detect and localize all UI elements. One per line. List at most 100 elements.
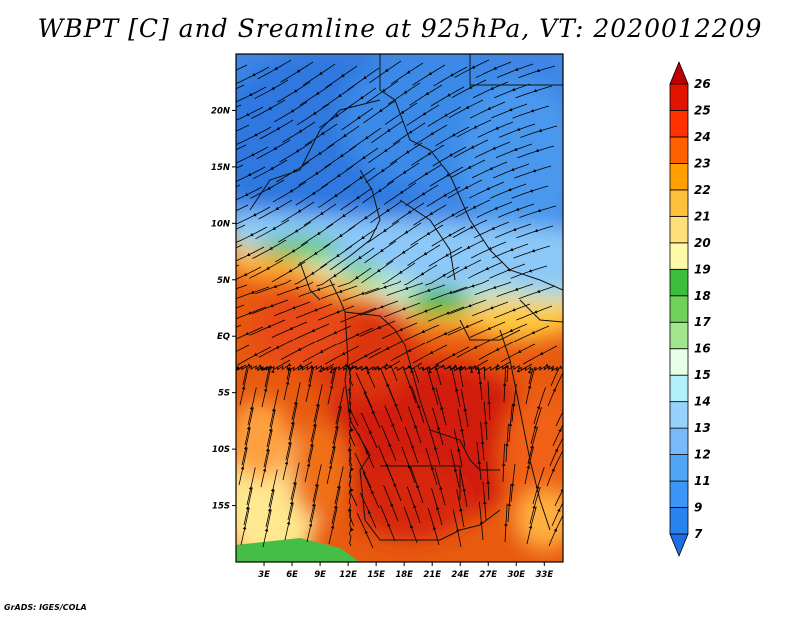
- streamline-arrow: [554, 448, 559, 452]
- streamline-arrow: [529, 189, 534, 193]
- lat-tick-label: 5N: [217, 276, 230, 286]
- streamline-arrow: [221, 270, 225, 273]
- lon-tick-label: 33E: [535, 570, 553, 580]
- streamline-arrow: [333, 330, 337, 335]
- streamline-arrow: [245, 331, 249, 336]
- streamline-arrow: [428, 71, 433, 75]
- streamline-arrow: [293, 401, 298, 405]
- streamline-arrow: [319, 349, 324, 353]
- streamline-arrow: [258, 364, 262, 368]
- lon-tick-label: 24E: [451, 570, 469, 580]
- streamline-arrow: [450, 73, 454, 77]
- streamline-arrow: [511, 402, 516, 407]
- colorbar-label: 13: [694, 421, 711, 435]
- streamline-arrow: [243, 272, 248, 276]
- streamline-arrow: [275, 206, 279, 210]
- streamline-arrow: [245, 112, 250, 116]
- streamline-arrow: [316, 91, 320, 95]
- streamline-arrow: [486, 186, 490, 191]
- streamline-arrow: [292, 481, 297, 485]
- streamline-arrow: [514, 287, 519, 291]
- colorbar-label: 15: [694, 368, 711, 382]
- streamline-arrow: [426, 231, 431, 235]
- streamline-arrow: [408, 130, 413, 134]
- streamline-arrow: [318, 151, 322, 155]
- colorbar-label: 24: [694, 130, 711, 144]
- streamline-arrow: [444, 113, 448, 117]
- streamline-arrow: [478, 380, 483, 385]
- streamline-arrow: [387, 128, 391, 132]
- streamline-arrow: [248, 311, 252, 315]
- streamline-arrow: [309, 443, 314, 447]
- streamline-arrow: [472, 205, 477, 209]
- lat-tick-label: 10N: [211, 219, 230, 229]
- streamline-arrow: [333, 273, 337, 277]
- streamline-arrow: [297, 347, 302, 351]
- streamline-arrow: [253, 213, 257, 217]
- streamline-arrow: [422, 112, 427, 116]
- streamline-arrow: [536, 68, 540, 73]
- streamline-arrow: [294, 229, 299, 233]
- wbpt-shading: [236, 54, 563, 562]
- colorbar-label: 16: [694, 342, 711, 356]
- streamline-arrow: [402, 250, 406, 254]
- streamline-arrow: [459, 508, 463, 512]
- streamline-arrow: [385, 346, 390, 350]
- streamline-arrow: [406, 70, 411, 74]
- streamline: [236, 84, 245, 90]
- streamline-arrow: [534, 228, 538, 233]
- streamline-arrow: [404, 286, 409, 290]
- streamline-arrow: [267, 324, 271, 328]
- streamline-arrow: [446, 311, 450, 315]
- colorbar-box: [669, 268, 689, 297]
- streamline-arrow: [231, 210, 235, 213]
- streamline-arrow: [512, 308, 516, 312]
- streamline-arrow: [241, 386, 246, 390]
- streamline-arrow: [536, 405, 541, 409]
- streamline-arrow: [229, 150, 233, 153]
- streamline: [554, 488, 563, 507]
- streamline-arrow: [421, 192, 426, 196]
- lon-tick-label: 12E: [339, 570, 357, 580]
- streamline-arrow: [287, 441, 292, 445]
- streamline-arrow: [263, 388, 268, 392]
- streamline-arrow: [464, 185, 469, 189]
- streamline-arrow: [457, 448, 461, 452]
- streamline-arrow: [502, 382, 507, 386]
- streamline-arrow: [534, 310, 538, 314]
- streamline-arrow: [512, 227, 517, 232]
- streamline-arrow: [404, 230, 409, 234]
- streamline-arrow: [357, 115, 361, 119]
- streamline-arrow: [393, 483, 397, 487]
- streamline-arrow: [462, 488, 466, 492]
- streamline-arrow: [368, 430, 373, 434]
- streamline-arrow: [350, 488, 354, 492]
- streamline-arrow: [293, 89, 298, 93]
- streamline-arrow: [222, 190, 226, 193]
- streamline-arrow: [460, 428, 464, 432]
- streamline-arrow: [312, 191, 316, 195]
- streamline-arrow: [252, 73, 256, 77]
- streamline-arrow: [403, 170, 407, 174]
- streamline-arrow: [288, 269, 293, 273]
- streamline-arrow: [318, 369, 323, 373]
- streamline-arrow: [511, 87, 516, 92]
- streamline-arrow: [493, 66, 497, 70]
- lat-tick-label: 15N: [211, 163, 230, 173]
- streamline-arrow: [386, 383, 390, 387]
- streamline-arrow: [225, 250, 228, 253]
- streamline-arrow: [492, 285, 497, 289]
- streamline-arrow: [445, 253, 449, 257]
- streamline-arrow: [531, 330, 535, 335]
- streamline-arrow: [340, 153, 344, 157]
- streamline-arrow: [473, 345, 478, 349]
- streamline-arrow: [232, 130, 236, 133]
- streamline-arrow: [377, 325, 381, 329]
- streamline-arrow: [274, 66, 278, 70]
- streamline-arrow: [463, 265, 468, 269]
- streamline-arrow: [425, 91, 430, 95]
- streamline-arrow: [442, 273, 446, 277]
- streamline-arrow: [388, 364, 392, 368]
- colorbar-box: [669, 401, 689, 429]
